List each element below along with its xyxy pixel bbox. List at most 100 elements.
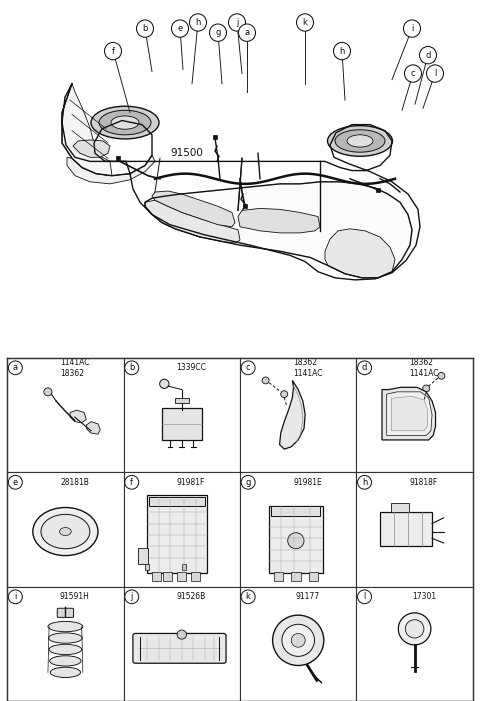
Circle shape: [404, 20, 420, 37]
Text: e: e: [13, 478, 18, 486]
Text: 91591H: 91591H: [60, 592, 90, 601]
Circle shape: [125, 361, 139, 375]
FancyBboxPatch shape: [309, 571, 318, 580]
Circle shape: [171, 20, 189, 37]
FancyBboxPatch shape: [57, 608, 73, 618]
Circle shape: [125, 475, 139, 489]
Circle shape: [297, 14, 313, 31]
Text: 91981F: 91981F: [177, 478, 205, 486]
Text: l: l: [363, 592, 366, 601]
Text: 91526B: 91526B: [177, 592, 206, 601]
Circle shape: [241, 590, 255, 604]
FancyBboxPatch shape: [144, 564, 149, 571]
Polygon shape: [238, 208, 320, 233]
Circle shape: [288, 533, 304, 549]
Text: f: f: [111, 46, 115, 55]
Circle shape: [241, 475, 255, 489]
FancyBboxPatch shape: [162, 408, 202, 440]
Ellipse shape: [91, 107, 159, 139]
Circle shape: [136, 20, 154, 37]
Text: h: h: [195, 18, 201, 27]
Circle shape: [44, 388, 52, 396]
Circle shape: [281, 390, 288, 397]
FancyBboxPatch shape: [152, 571, 161, 580]
FancyBboxPatch shape: [138, 547, 148, 564]
Circle shape: [105, 42, 121, 60]
FancyBboxPatch shape: [376, 188, 380, 192]
Text: d: d: [362, 363, 367, 372]
Text: 28181B: 28181B: [60, 478, 89, 486]
Text: 17301: 17301: [412, 592, 436, 601]
Circle shape: [160, 379, 169, 388]
Text: 91981E: 91981E: [293, 478, 322, 486]
Text: f: f: [130, 478, 133, 486]
Text: k: k: [302, 18, 307, 27]
Circle shape: [228, 14, 245, 31]
Polygon shape: [279, 381, 305, 449]
Circle shape: [241, 361, 255, 375]
FancyBboxPatch shape: [291, 571, 300, 580]
Polygon shape: [73, 140, 110, 157]
FancyBboxPatch shape: [213, 135, 217, 139]
Text: e: e: [178, 24, 182, 33]
Circle shape: [358, 590, 372, 604]
FancyBboxPatch shape: [177, 571, 186, 580]
Circle shape: [282, 625, 314, 656]
FancyBboxPatch shape: [116, 156, 120, 161]
Ellipse shape: [335, 130, 385, 152]
Circle shape: [398, 613, 431, 645]
FancyBboxPatch shape: [391, 503, 409, 512]
Circle shape: [405, 620, 424, 638]
Circle shape: [427, 65, 444, 82]
Ellipse shape: [49, 644, 82, 655]
Ellipse shape: [48, 621, 83, 632]
Polygon shape: [62, 83, 112, 176]
Polygon shape: [86, 421, 100, 434]
Polygon shape: [152, 191, 235, 226]
Polygon shape: [325, 229, 395, 278]
Circle shape: [262, 377, 269, 384]
Polygon shape: [145, 200, 240, 243]
Circle shape: [125, 590, 139, 604]
Ellipse shape: [41, 515, 90, 549]
Polygon shape: [175, 397, 189, 403]
Circle shape: [423, 385, 430, 392]
Ellipse shape: [48, 633, 82, 644]
Circle shape: [8, 475, 23, 489]
Text: i: i: [14, 592, 16, 601]
Text: b: b: [129, 363, 134, 372]
Polygon shape: [387, 392, 432, 435]
Polygon shape: [382, 387, 435, 440]
Text: j: j: [131, 592, 133, 601]
Ellipse shape: [50, 667, 81, 678]
Ellipse shape: [327, 125, 393, 156]
Ellipse shape: [33, 508, 98, 556]
Text: g: g: [216, 28, 221, 37]
Circle shape: [8, 590, 23, 604]
FancyBboxPatch shape: [243, 204, 247, 208]
Text: 18362
1141AC: 18362 1141AC: [293, 358, 322, 378]
Circle shape: [358, 475, 372, 489]
FancyBboxPatch shape: [147, 495, 207, 573]
Circle shape: [420, 46, 436, 64]
Ellipse shape: [60, 528, 71, 536]
Circle shape: [177, 630, 186, 639]
Text: h: h: [339, 46, 345, 55]
FancyBboxPatch shape: [149, 497, 205, 506]
FancyBboxPatch shape: [269, 506, 323, 573]
Text: 1141AC
18362: 1141AC 18362: [60, 358, 89, 378]
Text: 1339CC: 1339CC: [176, 363, 206, 372]
FancyBboxPatch shape: [271, 506, 320, 515]
FancyBboxPatch shape: [182, 564, 186, 571]
Polygon shape: [391, 397, 427, 431]
Text: c: c: [246, 363, 251, 372]
Ellipse shape: [347, 135, 373, 147]
Text: i: i: [411, 24, 413, 33]
FancyBboxPatch shape: [163, 571, 172, 580]
Text: d: d: [425, 50, 431, 60]
FancyBboxPatch shape: [274, 571, 283, 580]
Polygon shape: [145, 182, 412, 278]
Circle shape: [8, 361, 23, 375]
Circle shape: [190, 14, 206, 31]
Circle shape: [239, 24, 255, 41]
